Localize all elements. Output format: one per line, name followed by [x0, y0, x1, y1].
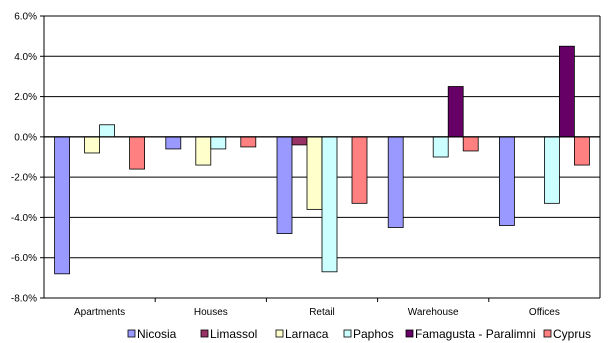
bar-retail-nicosia [276, 136, 293, 234]
legend: Nicosia Limassol Larnaca Paphos Famagusta - … [127, 327, 591, 341]
bar-offices-cyprus [574, 136, 590, 166]
bar-warehouse-famagusta-paralimni [447, 86, 464, 138]
y-tick-label: 0.0% [14, 132, 37, 143]
y-axis-ticks: 6.0% 4.0% 2.0% 0.0% -2.0% -4.0% -6.0% -8.0% [11, 12, 37, 305]
bar-houses-larnaca [195, 136, 212, 166]
bar-houses-cyprus [240, 136, 257, 148]
y-tick-label: 2.0% [14, 92, 37, 103]
bar-offices-famagusta-paralimni [559, 45, 575, 138]
legend-label: Cyprus [553, 327, 591, 341]
legend-swatch [200, 329, 209, 338]
bars [54, 45, 590, 275]
bar-offices-nicosia [498, 136, 515, 226]
legend-label: Paphos [353, 327, 394, 341]
x-tick-label: Retail [309, 307, 335, 318]
bar-warehouse-paphos [432, 136, 449, 158]
legend-label: Limassol [210, 327, 257, 341]
legend-label: Famagusta - Paralimni [415, 327, 536, 341]
y-tick-label: -2.0% [11, 173, 37, 184]
bar-apartments-nicosia [54, 136, 70, 275]
bar-retail-cyprus [351, 136, 368, 204]
bar-houses-nicosia [165, 136, 182, 150]
bar-apartments-larnaca [84, 136, 100, 154]
legend-swatch [343, 329, 352, 338]
legend-label: Nicosia [137, 327, 177, 341]
bar-apartments-cyprus [129, 136, 146, 170]
bar-retail-limassol [291, 136, 308, 146]
y-tick-label: -4.0% [11, 213, 37, 224]
legend-swatch [127, 329, 136, 338]
y-tick-label: -6.0% [11, 253, 37, 264]
bar-apartments-paphos [99, 124, 115, 138]
bar-houses-paphos [210, 136, 227, 150]
y-tick-label: 4.0% [14, 52, 37, 63]
bar-offices-paphos [544, 136, 560, 204]
legend-swatch [543, 329, 552, 338]
x-tick-label: Offices [529, 307, 560, 318]
bar-retail-larnaca [306, 136, 323, 210]
bar-warehouse-nicosia [387, 136, 404, 228]
legend-swatch [405, 329, 414, 338]
x-tick-label: Warehouse [408, 307, 459, 318]
x-axis-labels: Apartments Houses Retail Warehouse Offices [74, 307, 560, 318]
axes [40, 15, 601, 302]
x-tick-label: Houses [194, 307, 228, 318]
bar-warehouse-cyprus [462, 136, 479, 152]
legend-label: Larnaca [285, 327, 329, 341]
legend-swatch [275, 329, 284, 338]
y-tick-label: 6.0% [14, 12, 37, 23]
bar-retail-paphos [321, 136, 338, 273]
x-tick-label: Apartments [74, 307, 125, 318]
y-tick-label: -8.0% [11, 294, 37, 305]
